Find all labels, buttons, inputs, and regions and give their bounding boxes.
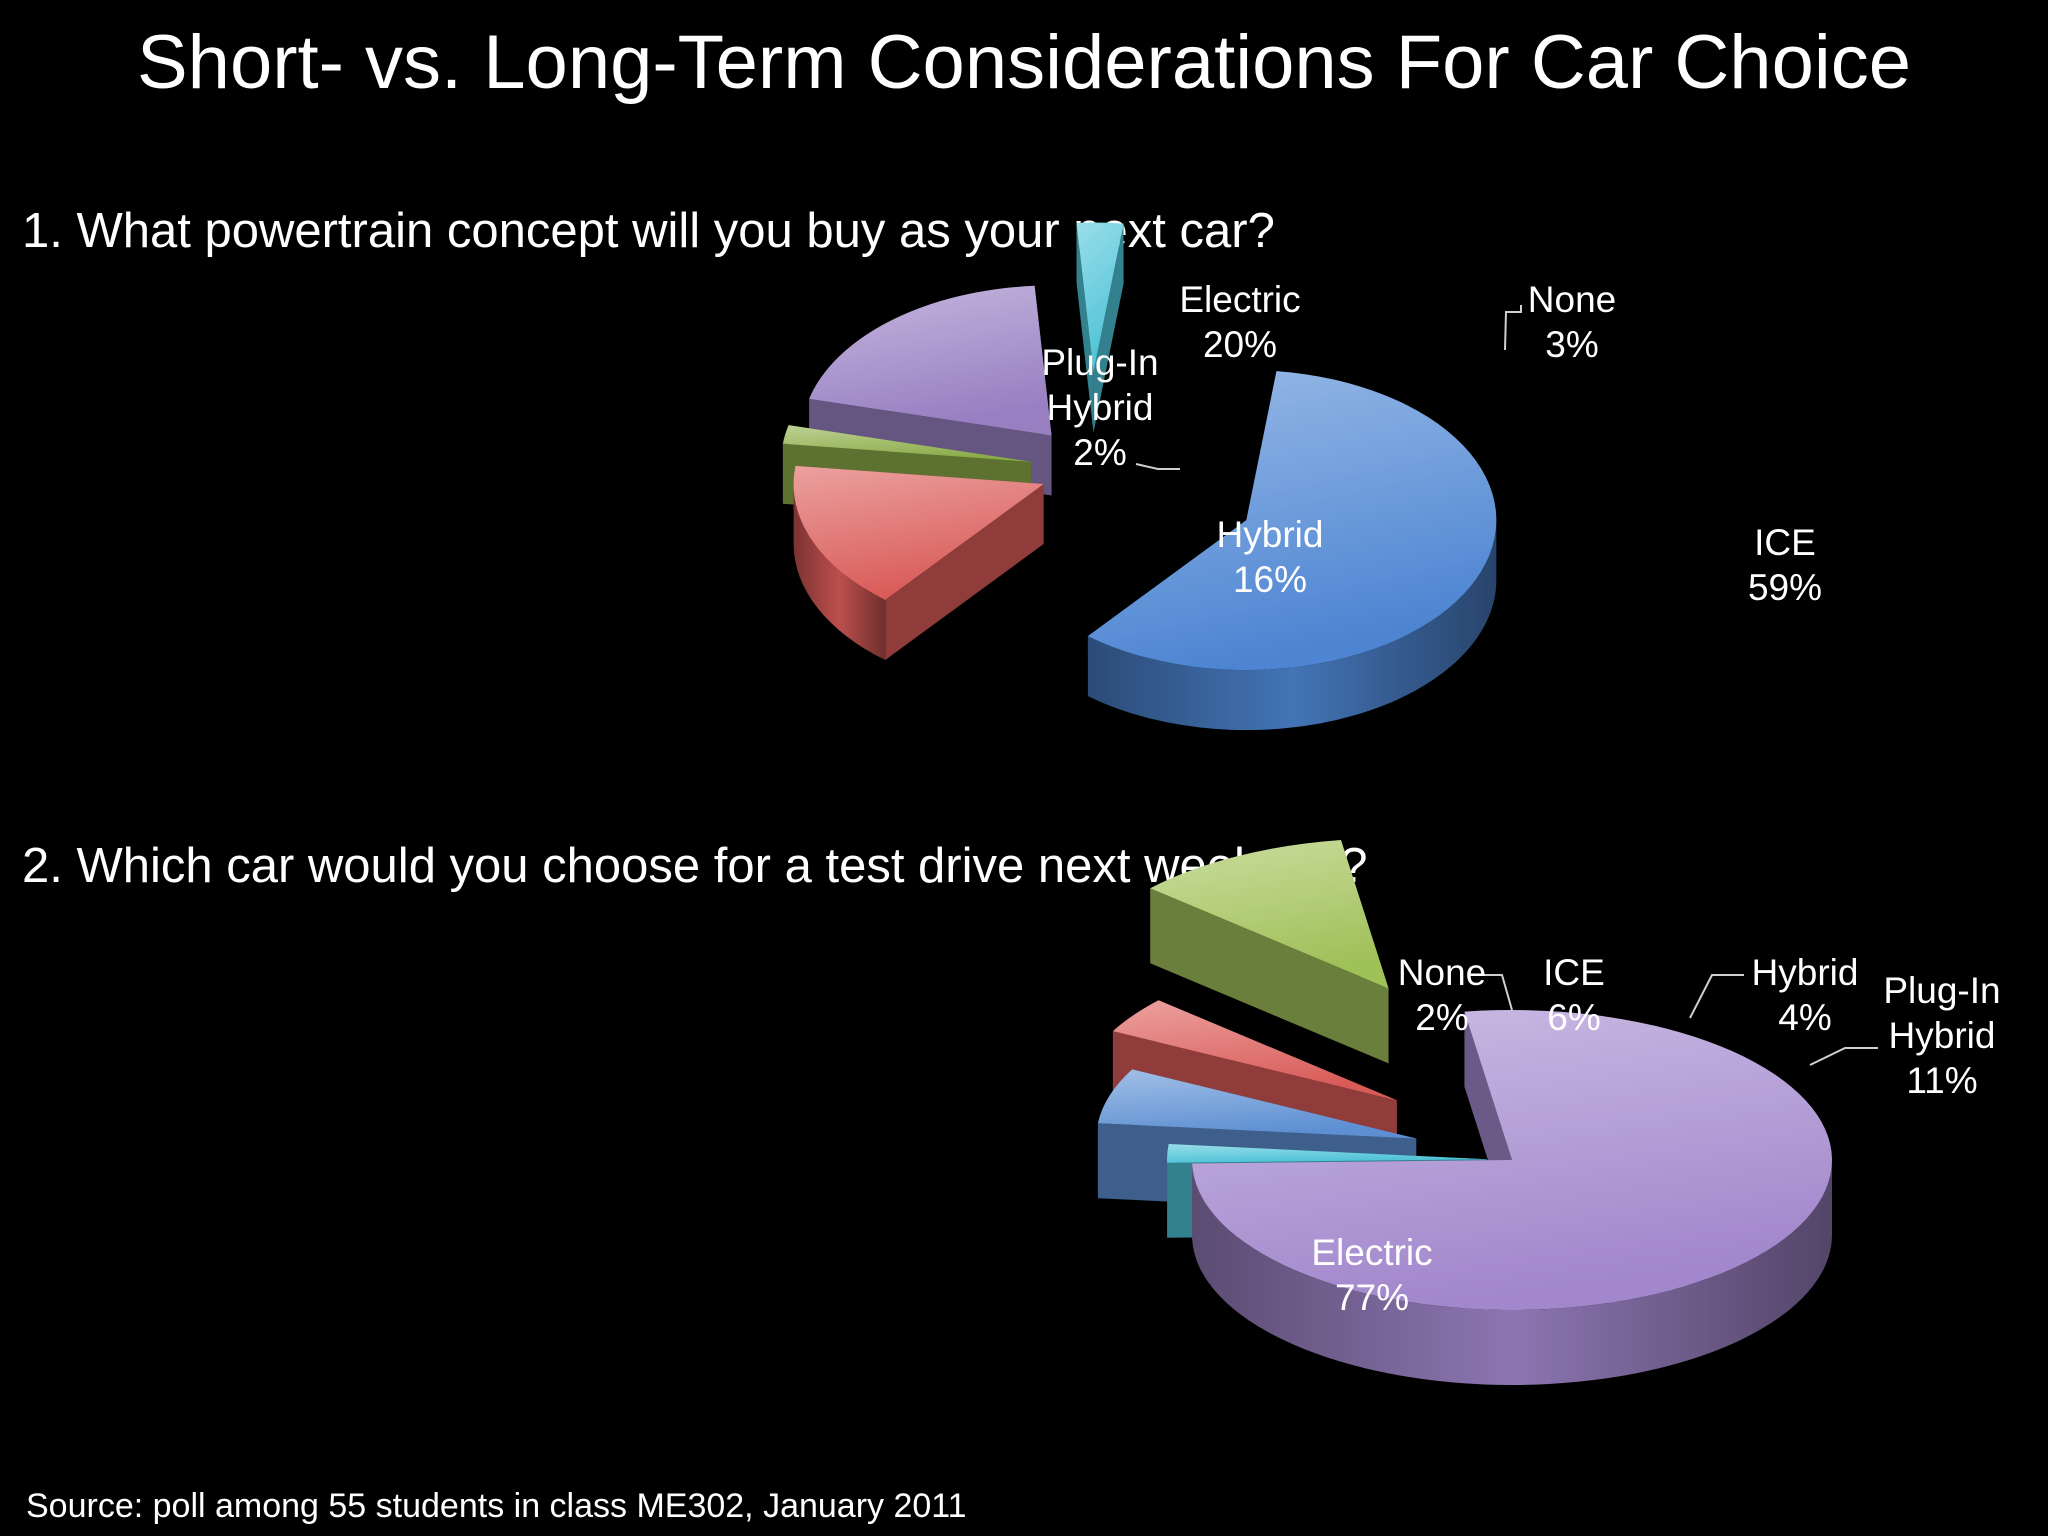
hybrid-slice xyxy=(1112,1000,1397,1101)
chart2-title: 2. Which car would you choose for a test… xyxy=(22,839,1368,893)
none-leader-line xyxy=(1504,305,1522,351)
electric-data-label: Electric 20% xyxy=(1179,279,1300,365)
hybrid-leader-line xyxy=(1689,974,1744,1019)
none-data-label: None 2% xyxy=(1398,952,1486,1038)
hybrid-data-label: Hybrid 4% xyxy=(1752,952,1859,1038)
none-slice xyxy=(1076,222,1124,373)
plug-in-hybrid-leader-line xyxy=(1135,463,1180,470)
none-slice xyxy=(1167,1143,1488,1163)
ice-slice xyxy=(1087,371,1497,671)
electric-data-label: Electric 77% xyxy=(1311,1232,1432,1318)
plug-in-hybrid-data-label: Plug-In Hybrid 11% xyxy=(1883,970,2000,1101)
ice-slice xyxy=(1097,1069,1417,1139)
hybrid-slice xyxy=(793,465,1044,601)
chart1-title: 1. What powertrain concept will you buy … xyxy=(22,204,1275,258)
plug-in-hybrid-slice-side xyxy=(1150,888,1389,1064)
electric-slice xyxy=(1192,1010,1832,1311)
slide-title: Short- vs. Long-Term Considerations For … xyxy=(136,20,1911,105)
none-slice-side xyxy=(1076,222,1094,433)
none-data-label: None 3% xyxy=(1528,279,1616,365)
ice-data-label: ICE 59% xyxy=(1748,522,1822,608)
plug-in-hybrid-leader-line xyxy=(1809,1047,1878,1066)
hybrid-slice-wall xyxy=(793,483,886,661)
none-leader-line xyxy=(1484,974,1513,1011)
source-note: Source: poll among 55 students in class … xyxy=(26,1487,967,1525)
hybrid-slice-side xyxy=(885,483,1044,661)
plug-in-hybrid-slice xyxy=(1150,840,1389,989)
hybrid-data-label: Hybrid 16% xyxy=(1217,514,1324,600)
electric-slice xyxy=(809,285,1052,436)
ice-data-label: ICE 6% xyxy=(1543,952,1605,1038)
electric-slice-wall xyxy=(1192,1160,1832,1386)
none-slice-side xyxy=(1093,223,1124,433)
plug-in-hybrid-data-label: Plug-In Hybrid 2% xyxy=(1041,342,1158,473)
ice-slice-wall xyxy=(1087,520,1497,731)
plug-in-hybrid-slice xyxy=(782,425,1032,462)
